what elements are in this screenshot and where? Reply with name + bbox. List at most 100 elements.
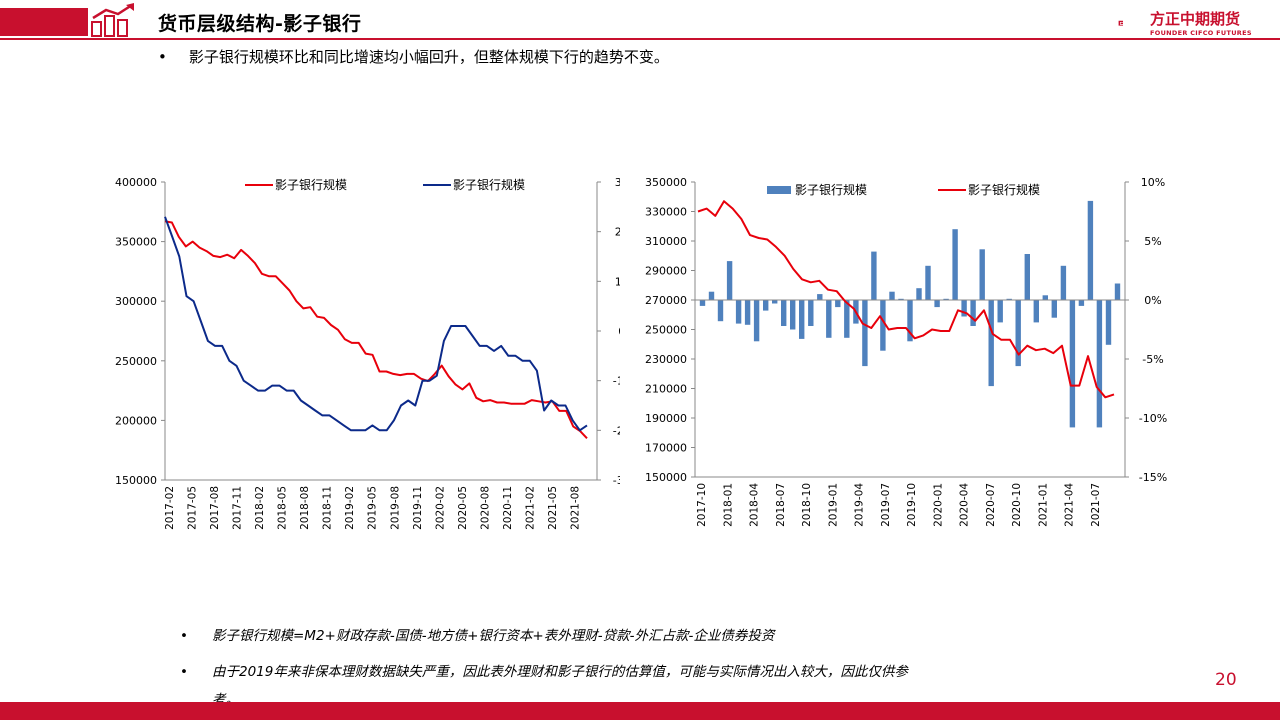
- page-number: 20: [1215, 670, 1237, 690]
- y-right-tick-label: -15%: [1139, 471, 1167, 484]
- bar: [1096, 300, 1103, 428]
- legend-label: 影子银行规模: [795, 182, 867, 197]
- series-line: [697, 200, 1115, 399]
- note-disclaimer-text: 由于2019年来非保本理财数据缺失严重，因此表外理财和影子银行的估算值，可能与实…: [212, 664, 908, 680]
- x-tick-label: 2019-05: [367, 486, 379, 530]
- bar: [735, 300, 742, 324]
- y-right-tick-label: -10%: [613, 375, 620, 388]
- bar: [817, 294, 823, 300]
- y-left-tick-label: 350000: [115, 236, 157, 249]
- x-tick-label: 2020-02: [434, 486, 446, 530]
- bar: [790, 300, 796, 330]
- y-left-tick-label: 330000: [645, 206, 687, 219]
- x-tick-label: 2019-01: [827, 483, 839, 527]
- x-tick-label: 2021-04: [1064, 483, 1076, 527]
- summary-text: 影子银行规模环比和同比增速均小幅回升，但整体规模下行的趋势不变。: [188, 48, 669, 66]
- x-tick-label: 2018-11: [322, 486, 334, 530]
- y-left-tick-label: 230000: [645, 353, 687, 366]
- bar: [1042, 295, 1048, 300]
- x-tick-label: 2021-08: [569, 486, 581, 530]
- bar: [835, 300, 841, 308]
- x-tick-label: 2020-11: [502, 486, 514, 530]
- x-tick-label: 2017-10: [696, 483, 708, 527]
- bar: [717, 300, 724, 322]
- bar: [753, 300, 760, 342]
- y-right-tick-label: 0%: [618, 325, 620, 338]
- series-line-0: [164, 220, 588, 439]
- bar: [907, 300, 913, 342]
- y-left-tick-label: 300000: [115, 295, 157, 308]
- y-right-tick-label: 10%: [1141, 176, 1165, 189]
- y-right-tick-label: 0%: [1144, 294, 1161, 307]
- bar: [1024, 254, 1030, 300]
- bar: [699, 300, 706, 306]
- bar: [844, 300, 850, 338]
- bar: [952, 229, 958, 300]
- logo-cn-text: 方正中期期货: [1150, 10, 1241, 28]
- y-left-tick-label: 190000: [645, 412, 687, 425]
- bar: [862, 300, 868, 367]
- y-left-tick-label: 150000: [115, 474, 157, 487]
- y-left-tick-label: 170000: [645, 442, 687, 455]
- x-tick-label: 2019-02: [344, 486, 356, 530]
- bar: [997, 300, 1003, 323]
- x-tick-label: 2020-01: [932, 483, 944, 527]
- bar: [1087, 200, 1094, 300]
- logo-en-text: FOUNDER CIFCO FUTURES: [1150, 29, 1252, 37]
- x-tick-label: 2018-02: [254, 486, 266, 530]
- bar: [916, 288, 922, 300]
- x-tick-label: 2018-08: [299, 486, 311, 530]
- bar: [979, 249, 985, 300]
- bar: [1006, 298, 1012, 300]
- y-right-tick-label: -30%: [613, 474, 620, 487]
- y-left-tick-label: 210000: [645, 383, 687, 396]
- bar: [925, 265, 931, 300]
- y-right-tick-label: 30%: [615, 176, 620, 189]
- chart-left: 400000 350000 300000 250000 200000 150000 30% 2…: [115, 176, 620, 530]
- y-left-tick-label: 250000: [115, 355, 157, 368]
- bar: [1060, 265, 1067, 300]
- note-definition: • 影子银行规模=M2+财政存款-国债-地方债+银行资本+表外理财-贷款-外汇占款…: [180, 628, 775, 644]
- bar: [988, 300, 994, 387]
- bar: [1033, 300, 1039, 323]
- bar: [763, 300, 769, 311]
- summary-bullet: • 影子银行规模环比和同比增速均小幅回升，但整体规模下行的趋势不变。: [158, 46, 669, 67]
- x-tick-label: 2017-08: [209, 486, 221, 530]
- bar: [1078, 300, 1085, 306]
- legend-label: 影子银行规模: [275, 177, 347, 192]
- y-left-tick-label: 400000: [115, 176, 157, 189]
- x-tick-label: 2020-05: [457, 486, 469, 530]
- x-tick-label: 2018-10: [801, 483, 813, 527]
- x-tick-label: 2017-05: [187, 486, 199, 530]
- bar: [772, 300, 778, 304]
- chart-right: 350000 330000 310000 290000 270000 250000 2300…: [645, 176, 1167, 527]
- founder-cifco-logo-icon: [1118, 20, 1123, 26]
- growth-chart-icon: [91, 3, 134, 37]
- x-tick-label: 2019-08: [389, 486, 401, 530]
- y-left-tick-label: 250000: [645, 324, 687, 337]
- bar: [889, 291, 895, 300]
- bar: [970, 300, 976, 326]
- bar: [1105, 300, 1112, 345]
- x-tick-label: 2021-01: [1037, 483, 1049, 527]
- bar: [799, 300, 805, 339]
- bar: [1069, 300, 1076, 428]
- y-right-tick-label: -5%: [1142, 353, 1163, 366]
- x-tick-label: 2018-05: [277, 486, 289, 530]
- bar: [1015, 300, 1021, 367]
- x-tick-label: 2017-02: [164, 486, 176, 530]
- y-left-tick-label: 350000: [645, 176, 687, 189]
- legend-label: 影子银行规模: [453, 177, 525, 192]
- x-tick-label: 2019-11: [412, 486, 424, 530]
- x-tick-label: 2019-04: [854, 483, 866, 527]
- bar: [826, 300, 832, 338]
- header-red-bar: [0, 8, 88, 36]
- x-tick-label: 2021-02: [524, 486, 536, 530]
- y-right-tick-label: -20%: [613, 424, 620, 437]
- note-disclaimer: • 由于2019年来非保本理财数据缺失严重，因此表外理财和影子银行的估算值，可能与…: [180, 664, 908, 680]
- x-tick-label: 2018-07: [775, 483, 787, 527]
- legend-label: 影子银行规模: [968, 182, 1040, 197]
- y-right-tick-label: 20%: [615, 226, 620, 239]
- y-left-tick-label: 270000: [645, 294, 687, 307]
- bar: [898, 298, 904, 300]
